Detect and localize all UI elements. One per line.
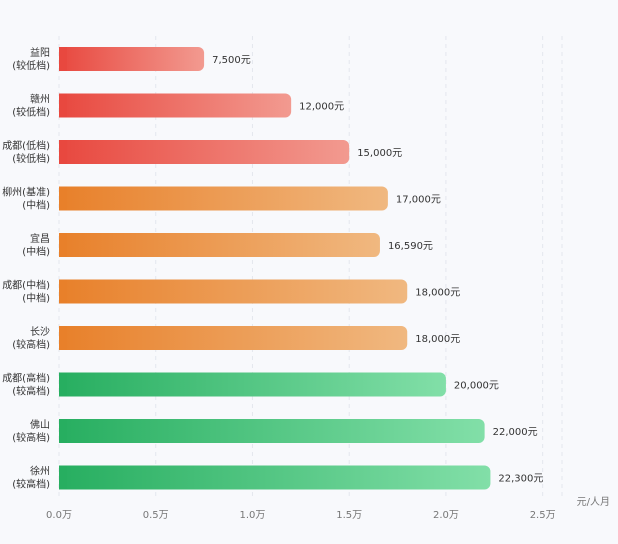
bar-0	[59, 47, 205, 71]
x-tick-label-2: 1.0万	[240, 510, 266, 521]
category-labels: 益阳(较低档) 赣州(较低档) 成都(低档) (较低档) 柳州(基准) (中档) 宜昌(中档…	[2, 46, 50, 491]
category-label-5: 成都(中档) (中档)	[2, 279, 50, 305]
value-label-5: 18,000元	[415, 288, 460, 299]
category-label-3: 柳州(基准) (中档)	[2, 186, 50, 212]
x-tick-label-5: 2.5万	[530, 510, 556, 521]
bar-1	[59, 93, 292, 118]
bar-7	[59, 372, 446, 397]
value-label-2: 15,000元	[357, 148, 402, 159]
x-tick-label-3: 1.5万	[336, 510, 362, 521]
bar-8-base	[59, 419, 67, 443]
bar-5	[59, 279, 408, 304]
value-label-6: 18,000元	[415, 334, 460, 345]
bar-7-base	[59, 372, 67, 397]
bar-3-base	[59, 186, 67, 211]
bar-2-base	[59, 140, 67, 164]
category-label-0: 益阳(较低档)	[12, 46, 50, 72]
category-label-2: 成都(低档) (较低档)	[2, 139, 50, 165]
value-label-1: 12,000元	[299, 102, 344, 113]
bar-8	[59, 419, 485, 443]
x-tick-label-4: 2.0万	[433, 510, 459, 521]
value-label-7: 20,000元	[454, 381, 499, 392]
bar-4-base	[59, 233, 67, 257]
value-labels: 7,500元 12,000元 15,000元 17,000元 16,590元 18,000…	[212, 55, 543, 485]
x-axis-ticks: 0.0万 0.5万 1.0万 1.5万 2.0万 2.5万	[46, 510, 556, 521]
value-label-0: 7,500元	[212, 55, 251, 66]
category-label-6: 长沙(较高档)	[12, 326, 50, 351]
value-label-8: 22,000元	[493, 427, 538, 438]
bars	[59, 47, 491, 490]
bar-6-base	[59, 326, 67, 350]
bar-6	[59, 326, 408, 350]
category-label-7: 成都(高档) (较高档)	[2, 372, 50, 398]
bar-2	[59, 140, 350, 164]
value-label-3: 17,000元	[396, 195, 441, 206]
category-label-9: 徐州(较高档)	[12, 465, 50, 491]
category-label-4: 宜昌(中档)	[22, 232, 50, 258]
x-axis-unit-label: 元/人月	[577, 496, 610, 508]
bar-3	[59, 186, 388, 211]
value-label-4: 16,590元	[388, 241, 433, 252]
bar-4	[59, 233, 380, 257]
x-tick-label-0: 0.0万	[46, 510, 72, 521]
value-label-9: 22,300元	[498, 474, 543, 485]
category-label-8: 佛山(较高档)	[12, 418, 50, 444]
bar-9-base	[59, 465, 67, 490]
bar-0-base	[59, 47, 67, 71]
bar-5-base	[59, 279, 67, 304]
x-tick-label-1: 0.5万	[143, 510, 169, 521]
bar-1-base	[59, 93, 67, 118]
bar-9	[59, 465, 491, 490]
category-label-1: 赣州(较低档)	[12, 93, 50, 119]
